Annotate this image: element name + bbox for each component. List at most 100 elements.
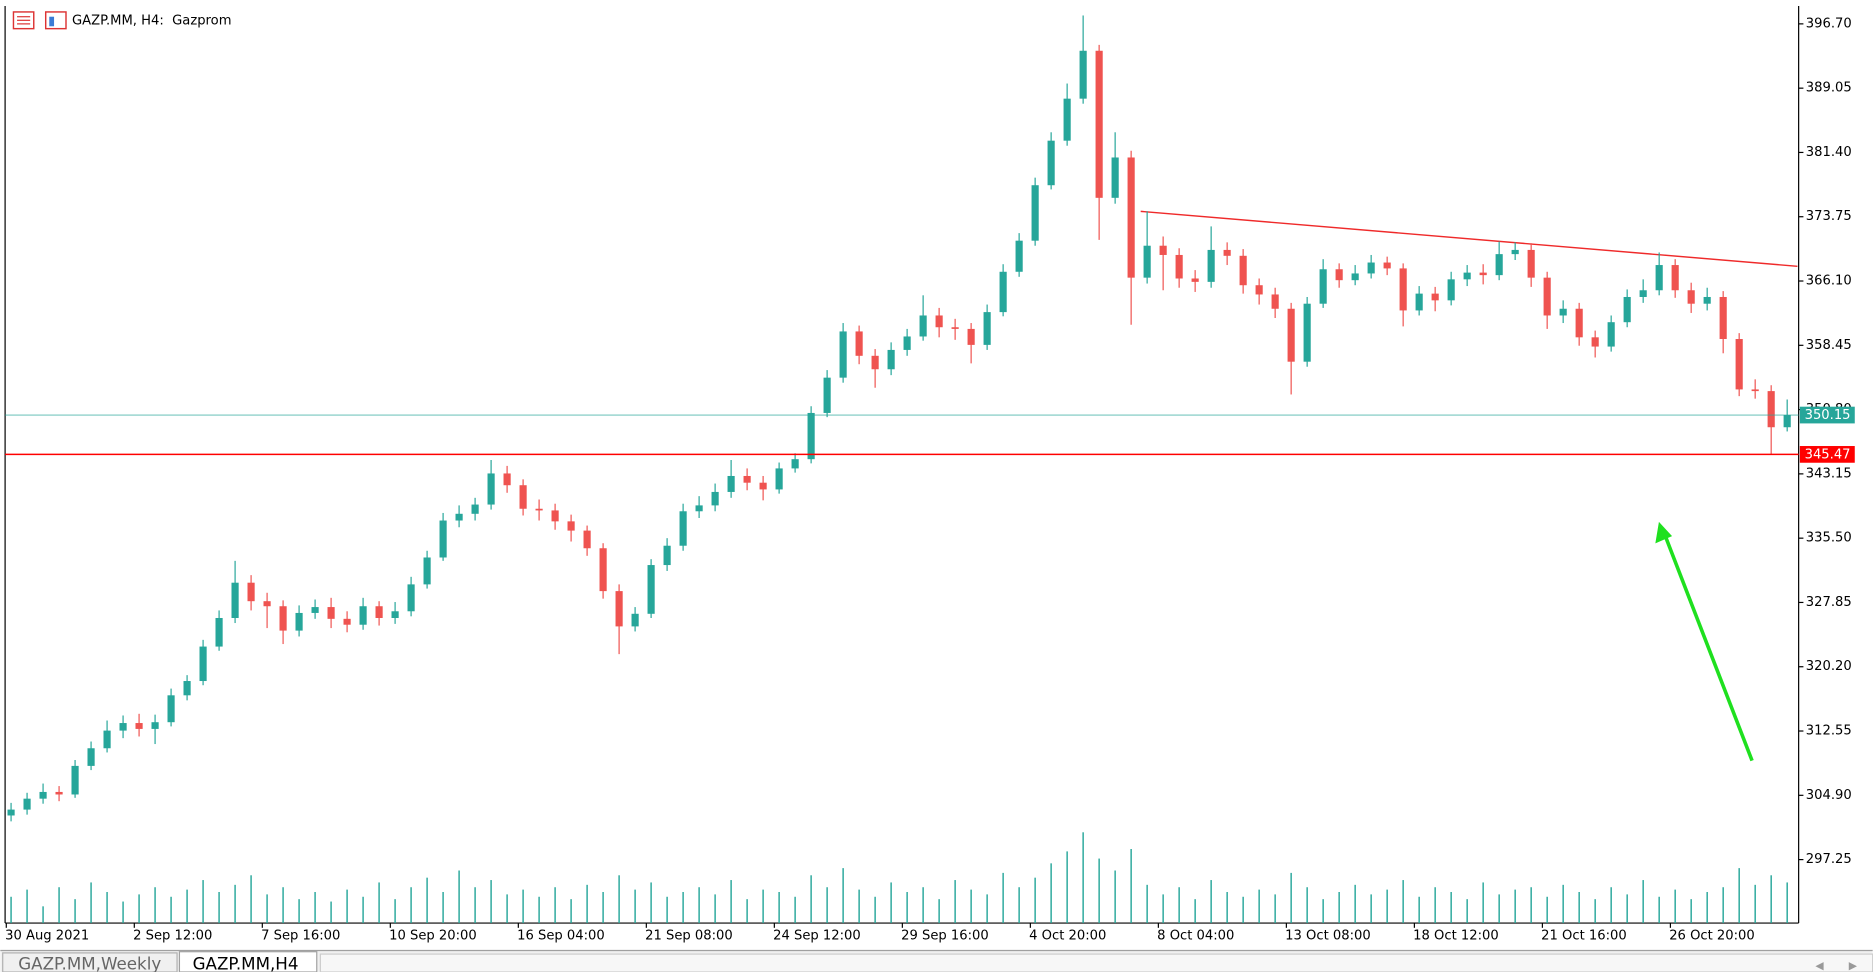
candle-body	[343, 618, 351, 625]
candle-body	[743, 475, 751, 483]
candle-body	[887, 349, 895, 370]
candle-body	[839, 331, 847, 378]
candle-body	[1735, 339, 1743, 390]
candle-body	[1367, 262, 1375, 274]
candle-body	[1431, 293, 1439, 301]
candle-body	[359, 606, 367, 625]
candle-body	[775, 468, 783, 490]
candle-body	[967, 328, 975, 345]
candle-body	[7, 809, 15, 816]
candle-body	[1031, 185, 1039, 241]
scrollbar[interactable]	[319, 953, 1873, 972]
y-tick-label: 373.75	[1806, 209, 1852, 224]
y-tick-label: 335.50	[1806, 531, 1852, 546]
candle-body	[535, 508, 543, 511]
candle-body	[1335, 269, 1343, 281]
candle-body	[1463, 272, 1471, 280]
candle-body	[1511, 249, 1519, 255]
scroll-right[interactable]: ▶	[1849, 959, 1858, 972]
y-tick-label: 320.20	[1806, 659, 1852, 674]
y-tick-label: 343.15	[1806, 466, 1852, 481]
candle-body	[1543, 277, 1551, 316]
candle-body	[1447, 279, 1455, 301]
candle-body	[1415, 293, 1423, 311]
candle-body	[1639, 290, 1647, 297]
candle-body	[1175, 254, 1183, 279]
candle-body	[919, 315, 927, 337]
candle-body	[1047, 140, 1055, 186]
candle-body	[999, 271, 1007, 313]
candle-body	[183, 681, 191, 696]
x-tick-label: 7 Sep 16:00	[261, 929, 340, 944]
candle-body	[807, 412, 815, 460]
candle-body	[215, 617, 223, 647]
candle-body	[647, 565, 655, 614]
chart-title: GAZP.MM, H4: Gazprom	[72, 13, 232, 28]
arrow-head	[1655, 521, 1673, 544]
candle-body	[423, 557, 431, 585]
symbol-icon[interactable]	[44, 11, 67, 30]
candle-body	[1223, 249, 1231, 256]
candle-body	[903, 336, 911, 350]
candle-body	[1159, 245, 1167, 255]
price-level-label: 345.47	[1805, 447, 1851, 462]
x-tick-label: 24 Sep 12:00	[773, 929, 861, 944]
candle-body	[327, 607, 335, 619]
candle-body	[1607, 322, 1615, 347]
candle-body	[583, 530, 591, 549]
scroll-left[interactable]: ◀	[1815, 959, 1824, 972]
x-tick-label: 26 Oct 20:00	[1669, 929, 1755, 944]
price-level-tag	[1799, 446, 1855, 463]
candle-body	[871, 355, 879, 370]
candle-body	[119, 723, 127, 731]
candle-body	[87, 748, 95, 766]
x-tick-label: 30 Aug 2021	[5, 929, 89, 944]
candle-body	[1703, 296, 1711, 304]
candle-body	[1319, 269, 1327, 304]
candle-body	[1527, 249, 1535, 278]
candle-body	[167, 695, 175, 723]
arrow-shaft[interactable]	[1663, 534, 1754, 762]
candle-body	[727, 475, 735, 492]
candle-body	[1111, 157, 1119, 198]
candle-body	[1575, 308, 1583, 338]
candle-body	[1095, 50, 1103, 198]
candle-body	[631, 613, 639, 627]
tab-active[interactable]	[178, 951, 318, 972]
x-tick-label: 8 Oct 04:00	[1157, 929, 1234, 944]
candle-body	[407, 584, 415, 612]
y-tick-label: 366.10	[1806, 274, 1852, 289]
candle-body	[263, 601, 271, 607]
candle-body	[1255, 285, 1263, 295]
price-level-label: 350.15	[1805, 408, 1851, 423]
y-tick-label: 389.05	[1806, 81, 1852, 96]
y-tick-label: 297.25	[1806, 852, 1852, 867]
symbol-icon-bar	[49, 16, 55, 27]
candle-body	[1559, 308, 1567, 316]
candle-body	[103, 730, 111, 749]
tab[interactable]	[2, 952, 178, 972]
candle-body	[1207, 249, 1215, 282]
candle-body	[1783, 415, 1791, 428]
candle-body	[279, 606, 287, 631]
tab-label: GAZP.MM,H4	[193, 953, 299, 972]
candle-body	[439, 520, 447, 558]
candle-body	[199, 646, 207, 682]
x-tick-label: 4 Oct 20:00	[1029, 929, 1106, 944]
candle-body	[247, 582, 255, 602]
candle-body	[1191, 278, 1199, 282]
x-tick-label: 2 Sep 12:00	[133, 929, 212, 944]
candle-body	[663, 545, 671, 566]
candle-body	[1079, 50, 1087, 99]
candle-body	[791, 459, 799, 469]
candle-body	[231, 582, 239, 618]
x-tick-label: 10 Sep 20:00	[389, 929, 477, 944]
trend-line[interactable]	[1140, 210, 1798, 267]
candle-body	[759, 482, 767, 490]
candle-body	[1351, 273, 1359, 281]
candle-body	[1687, 290, 1695, 304]
candle-body	[39, 791, 47, 799]
candle-body	[615, 591, 623, 627]
candle-body	[135, 723, 143, 729]
